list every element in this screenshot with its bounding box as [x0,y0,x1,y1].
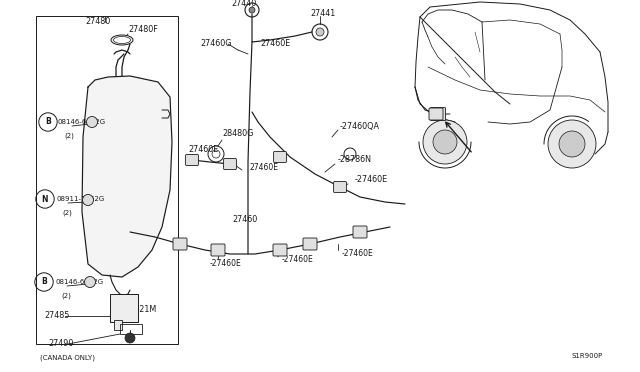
Ellipse shape [111,35,133,45]
Circle shape [559,131,585,157]
Bar [114,320,122,330]
Text: B: B [45,118,51,126]
Circle shape [548,120,596,168]
Text: 28480G: 28480G [222,129,253,138]
Circle shape [83,195,93,205]
Text: (2): (2) [64,133,74,139]
Text: B: B [41,278,47,286]
Bar [36,16,178,344]
FancyBboxPatch shape [173,238,187,250]
FancyBboxPatch shape [333,182,346,192]
Text: (2): (2) [61,293,71,299]
FancyBboxPatch shape [353,226,367,238]
Text: 08146-6162G: 08146-6162G [55,279,103,285]
Text: 08911-1062G: 08911-1062G [56,196,104,202]
Circle shape [125,333,135,343]
Text: 27480F: 27480F [128,26,157,35]
Text: -27460E: -27460E [282,256,314,264]
Text: 27460G: 27460G [200,39,232,48]
Polygon shape [82,76,172,277]
Circle shape [86,116,97,128]
Text: N: N [42,195,48,203]
Text: -27460E: -27460E [355,176,388,185]
Text: 27460E: 27460E [260,39,291,48]
FancyBboxPatch shape [429,108,443,120]
Text: (2): (2) [62,210,72,216]
FancyBboxPatch shape [211,244,225,256]
Text: 28921M: 28921M [124,305,156,314]
FancyBboxPatch shape [274,151,287,163]
Text: 27460E: 27460E [188,145,218,154]
Ellipse shape [249,7,255,13]
Text: 27485: 27485 [44,311,69,321]
Text: 27440: 27440 [232,0,257,9]
Bar [110,294,138,322]
FancyBboxPatch shape [303,238,317,250]
Text: S1R900P: S1R900P [572,353,604,359]
FancyBboxPatch shape [431,108,445,121]
Text: 27460E: 27460E [250,163,279,171]
Ellipse shape [113,36,131,44]
Ellipse shape [316,28,324,36]
Bar [120,324,142,334]
Text: (CANADA ONLY): (CANADA ONLY) [40,355,95,361]
Text: -27460QA: -27460QA [340,122,380,131]
Text: -27460E: -27460E [210,260,242,269]
Text: 08146-6162G: 08146-6162G [58,119,106,125]
Text: -27460E: -27460E [342,250,374,259]
FancyBboxPatch shape [186,154,198,166]
Text: 27490: 27490 [48,340,74,349]
Text: 27441: 27441 [310,10,335,19]
Text: 27460: 27460 [232,215,257,224]
Text: -28786N: -28786N [338,155,372,164]
FancyBboxPatch shape [273,244,287,256]
Circle shape [433,130,457,154]
Circle shape [84,276,95,288]
Text: 27480: 27480 [85,17,110,26]
Circle shape [423,120,467,164]
FancyBboxPatch shape [223,158,236,170]
